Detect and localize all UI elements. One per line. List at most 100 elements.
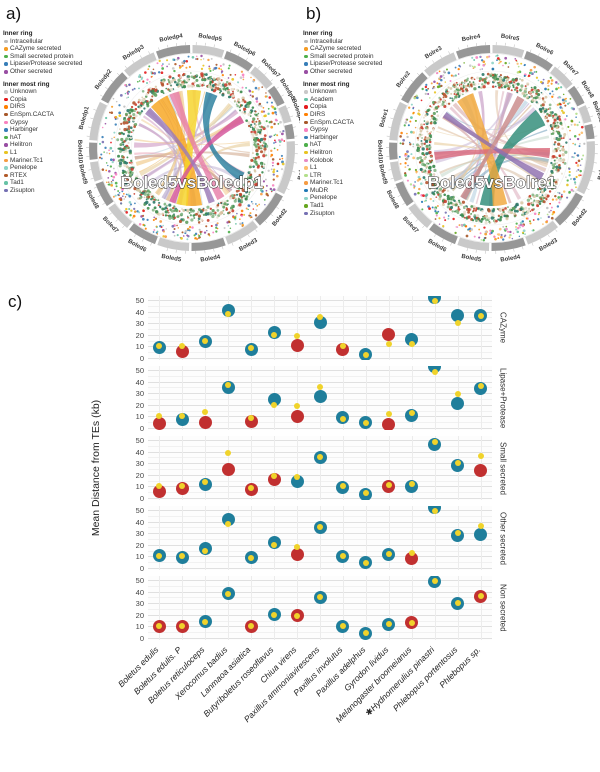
data-point-circle: [290, 475, 304, 489]
legend-color-dot: [304, 173, 308, 178]
legend-item-label: Mariner.Tc1: [10, 156, 44, 164]
data-point-yellow-dot: [179, 553, 186, 560]
facet-panel: [148, 436, 492, 500]
facet-panel: [148, 296, 492, 360]
data-point-circle: [267, 392, 281, 406]
legend-item: Harbinger: [303, 134, 365, 142]
chromosome-label: Boled2: [572, 208, 590, 228]
data-point-circle: [382, 328, 396, 342]
legend-item: Unknown: [3, 88, 65, 96]
legend-item: Unknown: [303, 88, 365, 96]
y-tick-label: 20: [135, 400, 144, 410]
legend-color-dot: [304, 39, 308, 44]
data-point-yellow-dot: [156, 553, 163, 560]
data-point-circle: [175, 413, 189, 427]
data-point-yellow-dot: [317, 524, 323, 531]
y-tick-label: 50: [135, 296, 144, 305]
chromosome-label: Boled6: [127, 239, 148, 254]
data-point-yellow-dot: [156, 343, 163, 350]
legend-item: Other secreted: [303, 68, 365, 76]
data-point-yellow-dot: [248, 623, 255, 630]
facet-strip-label: Non secreted: [498, 584, 508, 632]
y-tick-label: 20: [135, 540, 144, 550]
chromosome-label: Bolre8: [580, 80, 595, 100]
chromosome-label: Boled3: [538, 237, 559, 253]
legend-item: Other secreted: [3, 68, 65, 76]
legend-color-dot: [304, 204, 308, 208]
data-point-yellow-dot: [271, 331, 278, 338]
chromosome-label: Bolre3: [424, 45, 444, 60]
y-tick-label: 0: [139, 634, 144, 643]
chromosome-label: Bolre6: [535, 43, 555, 57]
legend-item-label: DIRS: [10, 103, 26, 111]
data-point-yellow-dot: [362, 630, 369, 637]
chromosome-label: Boled6: [427, 239, 448, 254]
legend-item: DIRS: [303, 111, 365, 119]
panel-c: c) Mean Distance from TEs (kb) 0 10 20 30 40…: [0, 290, 600, 772]
data-point-yellow-dot: [317, 454, 323, 461]
facet-strip-label: Lipase+Protease: [498, 367, 508, 429]
legend-section-title: Inner most ring: [3, 80, 50, 88]
chromosome-label: Bolre9: [591, 100, 600, 120]
facet-panel: [148, 576, 492, 640]
data-point-yellow-dot: [202, 337, 209, 344]
data-point-yellow-dot: [317, 384, 323, 391]
legend-color-dot: [4, 97, 8, 102]
data-point-yellow-dot: [156, 483, 163, 490]
legend-item-label: Small secreted protein: [10, 52, 74, 60]
y-tick-label: 40: [135, 377, 144, 387]
y-tick-label: 50: [135, 576, 144, 585]
chromosome-label: Boled1: [297, 159, 300, 180]
legend-item-label: EnSpm.CACTA: [310, 118, 354, 126]
data-point-circle: [451, 397, 465, 411]
legend-item-label: Academ: [310, 95, 334, 103]
chromosome-label: Bolre5: [500, 34, 520, 43]
legend-color-dot: [4, 39, 8, 44]
data-point-yellow-dot: [202, 618, 209, 625]
data-point-circle: [221, 462, 235, 476]
chromosome-label: Boled7: [401, 216, 420, 235]
data-point-yellow-dot: [408, 409, 415, 416]
legend-item-label: Small secreted protein: [310, 52, 374, 60]
legend-color-dot: [304, 181, 308, 185]
legend-item: CAZyme secreted: [303, 45, 365, 53]
data-point-yellow-dot: [179, 413, 186, 420]
panel-b-label: b): [306, 4, 322, 23]
data-point-yellow-dot: [225, 382, 232, 389]
y-tick-label: 30: [135, 599, 144, 609]
legend-item-label: L1: [10, 148, 18, 156]
data-point-yellow-dot: [225, 590, 232, 597]
data-point-circle: [290, 409, 304, 423]
data-point-yellow-dot: [271, 401, 278, 408]
legend-color-dot: [4, 112, 8, 117]
legend-color-dot: [304, 128, 308, 132]
data-point-yellow-dot: [248, 554, 255, 561]
data-point-yellow-dot: [225, 520, 232, 527]
legend-color-dot: [4, 166, 8, 170]
legend-color-dot: [4, 47, 8, 51]
data-point-yellow-dot: [454, 320, 461, 327]
data-point-circle: [451, 308, 465, 322]
y-tick-label: 30: [135, 319, 144, 329]
legend-section-title: Inner most ring: [303, 80, 350, 88]
legend-item: L1: [3, 149, 65, 157]
circos-title: Boled5vsBolre1: [428, 173, 557, 192]
legend-color-dot: [304, 188, 308, 193]
legend-color-dot: [304, 105, 308, 109]
data-point-circle: [152, 484, 166, 498]
legend-item: DIRS: [3, 103, 65, 111]
legend-item-label: Intracellular: [310, 37, 344, 45]
data-point-yellow-dot: [362, 560, 369, 567]
legend-item-label: Other secreted: [310, 67, 353, 75]
legend-color-dot: [4, 70, 8, 74]
chromosome-label: Boled8: [85, 190, 100, 211]
chromosome-label: Boled8: [385, 190, 400, 211]
data-point-yellow-dot: [408, 481, 415, 488]
data-point-yellow-dot: [339, 415, 346, 422]
legend-color-dot: [304, 120, 308, 125]
data-point-circle: [290, 547, 304, 561]
data-point-yellow-dot: [385, 621, 392, 628]
data-point-yellow-dot: [271, 541, 278, 548]
legend-item-label: Copia: [310, 103, 327, 111]
